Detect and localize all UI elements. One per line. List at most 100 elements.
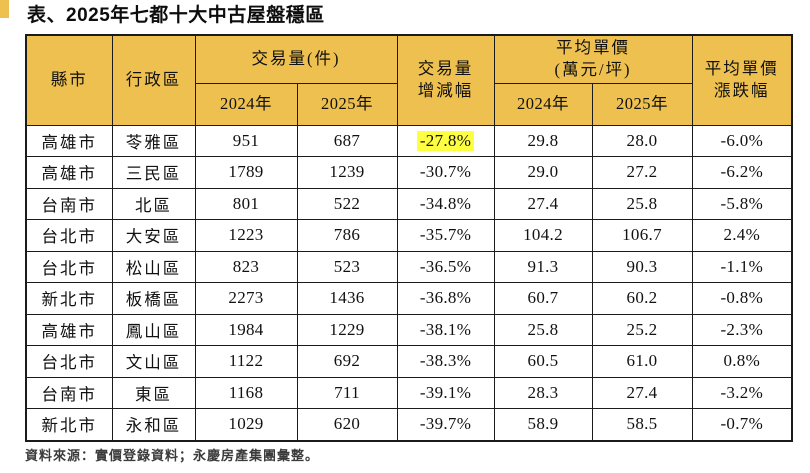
cell-county: 高雄市: [25, 124, 113, 157]
cell-district: 鳳山區: [111, 313, 196, 346]
cell-price-2024: 60.7: [493, 282, 593, 315]
cell-price-2025: 58.5: [591, 408, 693, 441]
header-year-row: 2024年 2025年 2024年 2025年: [26, 82, 792, 126]
cell-vol-change: -34.8%: [396, 187, 495, 220]
cell-district: 苓雅區: [111, 124, 196, 157]
cell-county: 台北市: [25, 345, 113, 378]
cell-price-2025: 25.2: [591, 313, 693, 346]
table-row: 台南市 北區 801 522 -34.8% 27.4 25.8 -5.8%: [25, 187, 793, 220]
cell-price-2025: 27.4: [591, 376, 693, 409]
highlighted-value: -27.8%: [416, 130, 475, 151]
cell-price-change: 0.8%: [691, 345, 793, 378]
cell-vol-2024: 1789: [194, 156, 298, 189]
table-row: 台北市 大安區 1223 786 -35.7% 104.2 106.7 2.4%: [25, 219, 793, 252]
cell-vol-change: -35.7%: [396, 219, 495, 252]
cell-district: 大安區: [111, 219, 196, 252]
cell-district: 文山區: [111, 345, 196, 378]
cell-price-2025: 60.2: [591, 282, 693, 315]
cell-vol-2024: 1223: [194, 219, 298, 252]
cell-price-change: -0.8%: [691, 282, 793, 315]
col-header-price-group: 平均單價 (萬元/坪): [493, 34, 693, 84]
cell-vol-2025: 687: [296, 124, 398, 157]
col-header-volume-2025: 2025年: [296, 82, 398, 126]
cell-vol-2025: 1239: [296, 156, 398, 189]
cell-vol-2025: 620: [296, 408, 398, 441]
header-group-row: 縣市 行政區 交易量(件) 交易量 增減幅 平均單價 (萬元/坪) 平均單價 漲…: [25, 34, 793, 126]
cell-vol-2024: 823: [194, 250, 298, 283]
cell-vol-2025: 786: [296, 219, 398, 252]
cell-vol-2024: 951: [194, 124, 298, 157]
cell-price-change: -1.1%: [691, 250, 793, 283]
cell-price-change: -0.7%: [691, 408, 793, 441]
cell-county: 高雄市: [25, 156, 113, 189]
cell-vol-change: -27.8%: [396, 124, 495, 157]
cell-district: 松山區: [111, 250, 196, 283]
cell-price-change: -3.2%: [691, 376, 793, 409]
cell-vol-change: -36.8%: [396, 282, 495, 315]
cell-county: 台南市: [25, 187, 113, 220]
cell-vol-2024: 801: [194, 187, 298, 220]
cell-county: 台北市: [25, 250, 113, 283]
cell-county: 台南市: [25, 376, 113, 409]
page-title: 表、2025年七都十大中古屋盤穩區: [27, 5, 325, 26]
cell-vol-2025: 692: [296, 345, 398, 378]
cell-vol-2025: 523: [296, 250, 398, 283]
col-header-volume-group: 交易量(件): [194, 34, 398, 84]
cell-price-2024: 91.3: [493, 250, 593, 283]
cell-county: 台北市: [25, 219, 113, 252]
cell-vol-change: -36.5%: [396, 250, 495, 283]
cell-price-2024: 29.0: [493, 156, 593, 189]
cell-vol-2024: 1122: [194, 345, 298, 378]
col-header-volume-change: 交易量 增減幅: [396, 34, 495, 126]
cell-vol-2025: 711: [296, 376, 398, 409]
cell-vol-2024: 2273: [194, 282, 298, 315]
cell-county: 新北市: [25, 408, 113, 441]
cell-vol-2024: 1984: [194, 313, 298, 346]
table-row: 台北市 松山區 823 523 -36.5% 91.3 90.3 -1.1%: [25, 250, 793, 283]
col-header-volume-2024: 2024年: [194, 82, 298, 126]
col-header-price-2024: 2024年: [493, 82, 593, 126]
cell-vol-change: -39.1%: [396, 376, 495, 409]
cell-price-change: -6.0%: [691, 124, 793, 157]
table-row: 高雄市 鳳山區 1984 1229 -38.1% 25.8 25.2 -2.3%: [25, 313, 793, 346]
cell-price-2025: 106.7: [591, 219, 693, 252]
table-row: 高雄市 三民區 1789 1239 -30.7% 29.0 27.2 -6.2%: [25, 156, 793, 189]
cell-price-change: -5.8%: [691, 187, 793, 220]
col-header-price-2025: 2025年: [591, 82, 693, 126]
cell-price-2025: 61.0: [591, 345, 693, 378]
table-header: 縣市 行政區 交易量(件) 交易量 增減幅 平均單價 (萬元/坪) 平均單價 漲…: [25, 34, 793, 126]
cell-county: 新北市: [25, 282, 113, 315]
stable-districts-table: 縣市 行政區 交易量(件) 交易量 增減幅 平均單價 (萬元/坪) 平均單價 漲…: [25, 34, 794, 442]
cell-price-2024: 28.3: [493, 376, 593, 409]
cell-price-2025: 28.0: [591, 124, 693, 157]
cell-vol-2025: 522: [296, 187, 398, 220]
cell-vol-2025: 1436: [296, 282, 398, 315]
source-note: 資料來源：實價登錄資料；永慶房產集團彙整。: [25, 447, 320, 463]
table-row: 新北市 板橋區 2273 1436 -36.8% 60.7 60.2 -0.8%: [25, 282, 793, 315]
cell-price-2024: 27.4: [493, 187, 593, 220]
corner-decoration: [0, 0, 9, 18]
cell-vol-2024: 1029: [194, 408, 298, 441]
cell-vol-change: -30.7%: [396, 156, 495, 189]
cell-price-change: 2.4%: [691, 219, 793, 252]
cell-price-2024: 60.5: [493, 345, 593, 378]
col-header-district: 行政區: [111, 34, 196, 126]
cell-price-2024: 25.8: [493, 313, 593, 346]
cell-vol-change: -38.3%: [396, 345, 495, 378]
cell-district: 北區: [111, 187, 196, 220]
cell-district: 東區: [111, 376, 196, 409]
cell-vol-2024: 1168: [194, 376, 298, 409]
table-body: 高雄市 苓雅區 951 687 -27.8% 29.8 28.0 -6.0% 高雄市 三民區 178…: [25, 124, 793, 441]
cell-vol-change: -38.1%: [396, 313, 495, 346]
col-header-county: 縣市: [25, 34, 113, 126]
table-row: 台南市 東區 1168 711 -39.1% 28.3 27.4 -3.2%: [25, 376, 793, 409]
col-header-price-change: 平均單價 漲跌幅: [691, 34, 793, 126]
cell-district: 板橋區: [111, 282, 196, 315]
cell-price-change: -2.3%: [691, 313, 793, 346]
table-row: 台北市 文山區 1122 692 -38.3% 60.5 61.0 0.8%: [25, 345, 793, 378]
cell-vol-2025: 1229: [296, 313, 398, 346]
cell-county: 高雄市: [25, 313, 113, 346]
table-row: 新北市 永和區 1029 620 -39.7% 58.9 58.5 -0.7%: [25, 408, 793, 441]
cell-price-2024: 58.9: [493, 408, 593, 441]
